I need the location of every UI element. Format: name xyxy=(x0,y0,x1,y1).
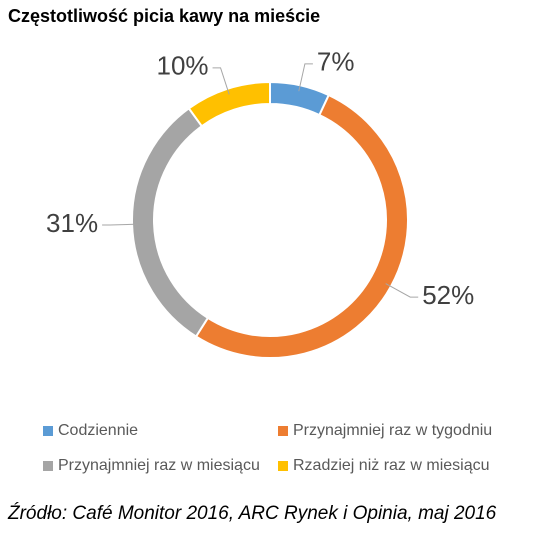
donut-slice xyxy=(187,80,271,128)
data-label: 52% xyxy=(422,280,474,310)
legend-swatch xyxy=(43,461,53,471)
legend-label: Rzadziej niż raz w miesiącu xyxy=(293,457,490,474)
data-label: 7% xyxy=(317,47,355,77)
legend-label: Przynajmniej raz w tygodniu xyxy=(293,422,492,439)
leader-line xyxy=(212,67,230,95)
legend-swatch xyxy=(43,426,53,436)
legend-label: Codziennie xyxy=(58,422,138,439)
donut-slice xyxy=(131,106,210,338)
leader-line xyxy=(298,63,313,92)
legend-swatch xyxy=(278,461,288,471)
donut-slice xyxy=(194,93,409,359)
source-note: Źródło: Café Monitor 2016, ARC Rynek i O… xyxy=(7,503,497,524)
data-label: 10% xyxy=(157,51,209,81)
leader-line xyxy=(102,223,139,226)
leader-line xyxy=(385,283,419,298)
legend-swatch xyxy=(278,426,288,436)
chart-title: Częstotliwość picia kawy na mieście xyxy=(8,6,320,26)
data-label: 31% xyxy=(46,208,98,238)
legend-label: Przynajmniej raz w miesiącu xyxy=(58,457,260,474)
